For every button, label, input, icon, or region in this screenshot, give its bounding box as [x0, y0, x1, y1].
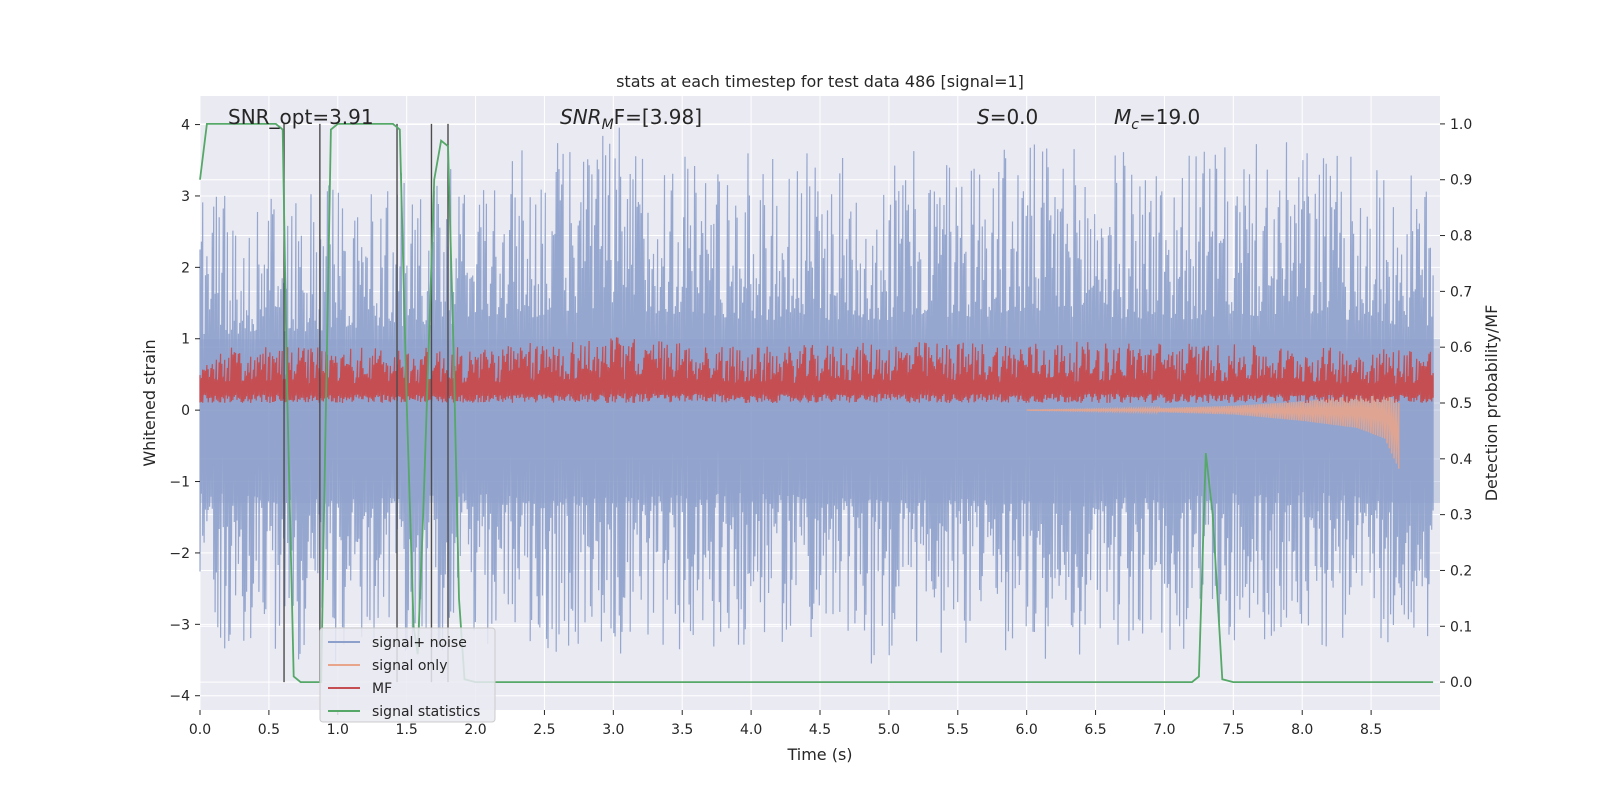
axis-layer: 0.0 0.5 1.0 1.5 2.0 2.5 3.0 3.5 4.0 4.5 5.0 5.5 6.0 6… — [169, 117, 1472, 738]
y-axis-label: Whitened strain — [140, 339, 159, 466]
x-tick-label-7: 3.5 — [671, 722, 693, 738]
y2-tick-label-7: 0.7 — [1450, 284, 1472, 300]
y2-tick-label-9: 0.9 — [1450, 173, 1472, 189]
y-tick-label-4: 0 — [181, 403, 190, 419]
x-tick-label-4: 2.0 — [464, 722, 486, 738]
legend-label-2: MF — [372, 681, 392, 697]
annotation-mc: Mc=19.0 — [1114, 105, 1200, 133]
annotation-s-rest: =0.0 — [990, 105, 1039, 129]
y2-tick-label-8: 0.8 — [1450, 229, 1472, 245]
chart-title: stats at each timestep for test data 486… — [616, 72, 1024, 91]
x-tick-label-0: 0.0 — [189, 722, 211, 738]
legend: signal+ noise signal only MF signal statist… — [319, 627, 496, 723]
y-tick-label-7: 3 — [181, 189, 190, 205]
legend-label-3: signal statistics — [372, 704, 480, 720]
x-tick-label-3: 1.5 — [396, 722, 418, 738]
data-layer — [199, 123, 1440, 683]
x-tick-label-11: 5.5 — [947, 722, 969, 738]
y2-tick-label-2: 0.2 — [1450, 563, 1472, 579]
y-tick-label-5: 1 — [181, 332, 190, 348]
y-tick-label-8: 4 — [181, 118, 190, 134]
y-tick-label-2: −2 — [169, 546, 190, 562]
x-tick-label-17: 8.5 — [1360, 722, 1382, 738]
legend-box — [319, 627, 496, 723]
x-tick-label-6: 3.0 — [602, 722, 624, 738]
legend-entries: signal+ noise signal only MF signal statist… — [328, 635, 480, 720]
y2-tick-label-1: 0.1 — [1450, 619, 1472, 635]
annotation-snr-opt: SNR_opt=3.91 — [228, 105, 374, 129]
annotation-snr-mf: SNRMF=[3.98] — [560, 105, 702, 133]
annotation-mc-rest: =19.0 — [1139, 105, 1200, 129]
x-tick-label-14: 7.0 — [1153, 722, 1175, 738]
y-tick-label-0: −4 — [169, 689, 190, 705]
x-axis-label: Time (s) — [786, 745, 852, 764]
annotation-mc-main: M — [1114, 105, 1131, 129]
x-tick-label-5: 2.5 — [533, 722, 555, 738]
y-tick-label-6: 2 — [181, 260, 190, 276]
series-signal-statistics-line — [199, 123, 1434, 683]
x-tick-label-9: 4.5 — [809, 722, 831, 738]
y-tick-label-1: −3 — [169, 617, 190, 633]
x-tick-label-1: 0.5 — [258, 722, 280, 738]
annotation-mc-sub: c — [1131, 117, 1139, 133]
x-tick-label-8: 4.0 — [740, 722, 762, 738]
y2-tick-label-4: 0.4 — [1450, 452, 1472, 468]
annotation-snr-mf-rest: F=[3.98] — [614, 105, 702, 129]
y2-tick-label-3: 0.3 — [1450, 508, 1472, 524]
y-tick-label-3: −1 — [169, 475, 190, 491]
x-tick-label-2: 1.0 — [327, 722, 349, 738]
y2-tick-label-5: 0.5 — [1450, 396, 1472, 412]
y2-tick-label-0: 0.0 — [1450, 675, 1472, 691]
x-tick-label-16: 8.0 — [1291, 722, 1313, 738]
legend-label-0: signal+ noise — [372, 635, 467, 651]
x-tick-label-13: 6.5 — [1084, 722, 1106, 738]
y2-tick-label-6: 0.6 — [1450, 340, 1472, 356]
annotation-s-main: S — [977, 105, 990, 129]
x-tick-label-12: 6.0 — [1016, 722, 1038, 738]
series-signal-only-line — [1026, 392, 1400, 469]
legend-label-1: signal only — [372, 658, 447, 674]
x-tick-label-10: 5.0 — [878, 722, 900, 738]
y2-axis-label: Detection probability/MF — [1482, 305, 1501, 502]
y2-tick-label-10: 1.0 — [1450, 117, 1472, 133]
annotation-s: S=0.0 — [977, 105, 1038, 129]
x-tick-label-15: 7.5 — [1222, 722, 1244, 738]
annotation-snr-mf-main: SNR — [560, 105, 602, 129]
annotation-snr-mf-sub: M — [602, 117, 614, 133]
